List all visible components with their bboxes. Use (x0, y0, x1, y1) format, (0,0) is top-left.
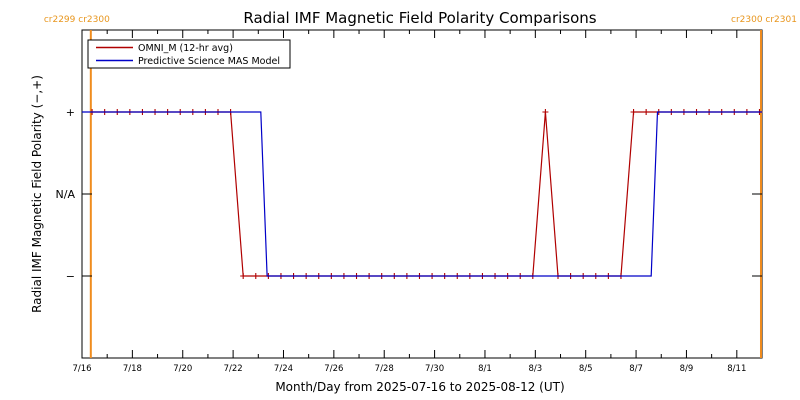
series-mas (82, 111, 762, 277)
y-tick-label: + (66, 106, 75, 119)
data-point (643, 109, 650, 115)
legend-label-mas: Predictive Science MAS Model (138, 56, 280, 67)
plot-frame (81, 29, 763, 359)
x-tick-label: 7/28 (375, 364, 394, 374)
y-tick-label: − (66, 270, 75, 283)
legend: OMNI_M (12-hr avg) Predictive Science MA… (87, 39, 291, 69)
x-tick-label: 8/7 (629, 364, 643, 374)
x-tick-label: 7/20 (173, 364, 192, 374)
chart-title: Radial IMF Magnetic Field Polarity Compa… (243, 9, 596, 27)
legend-label-omni: OMNI_M (12-hr avg) (138, 43, 233, 54)
legend-box (87, 39, 291, 69)
x-tick-label: 7/16 (72, 364, 91, 374)
carrington-label: cr2299 cr2300 (44, 15, 110, 25)
carrington-rotation-labels: cr2299 cr2300 cr2300 cr2301 (44, 15, 797, 25)
x-tick-label: 7/18 (123, 364, 142, 374)
x-tick-label: 8/11 (727, 364, 746, 374)
x-tick-label: 7/24 (274, 364, 293, 374)
data-point (240, 273, 247, 279)
series-layer (82, 109, 763, 279)
x-axis-label: Month/Day from 2025-07-16 to 2025-08-12 … (275, 380, 564, 394)
x-axis-ticks: 7/16 7/18 7/20 7/22 7/24 7/26 7/28 7/30 8/1 8/3 8/… (72, 30, 746, 374)
data-point (542, 109, 549, 115)
x-tick-label: 7/30 (425, 364, 444, 374)
x-tick-label: 8/1 (478, 364, 492, 374)
series-line (92, 111, 760, 277)
series-omni (89, 109, 763, 279)
y-tick-label: N/A (56, 188, 76, 201)
x-tick-label: 8/3 (528, 364, 542, 374)
carrington-boundaries (89, 30, 762, 358)
carrington-label: cr2300 cr2301 (731, 15, 797, 25)
y-axis-label: Radial IMF Magnetic Field Polarity (−,+) (30, 75, 44, 313)
series-line (82, 111, 762, 277)
x-tick-label: 8/5 (579, 364, 593, 374)
x-tick-label: 8/9 (680, 364, 694, 374)
x-tick-label: 7/22 (224, 364, 243, 374)
y-axis-ticks: + N/A − (56, 106, 762, 283)
x-tick-label: 7/26 (324, 364, 343, 374)
data-point (630, 109, 637, 115)
data-point (252, 273, 259, 279)
